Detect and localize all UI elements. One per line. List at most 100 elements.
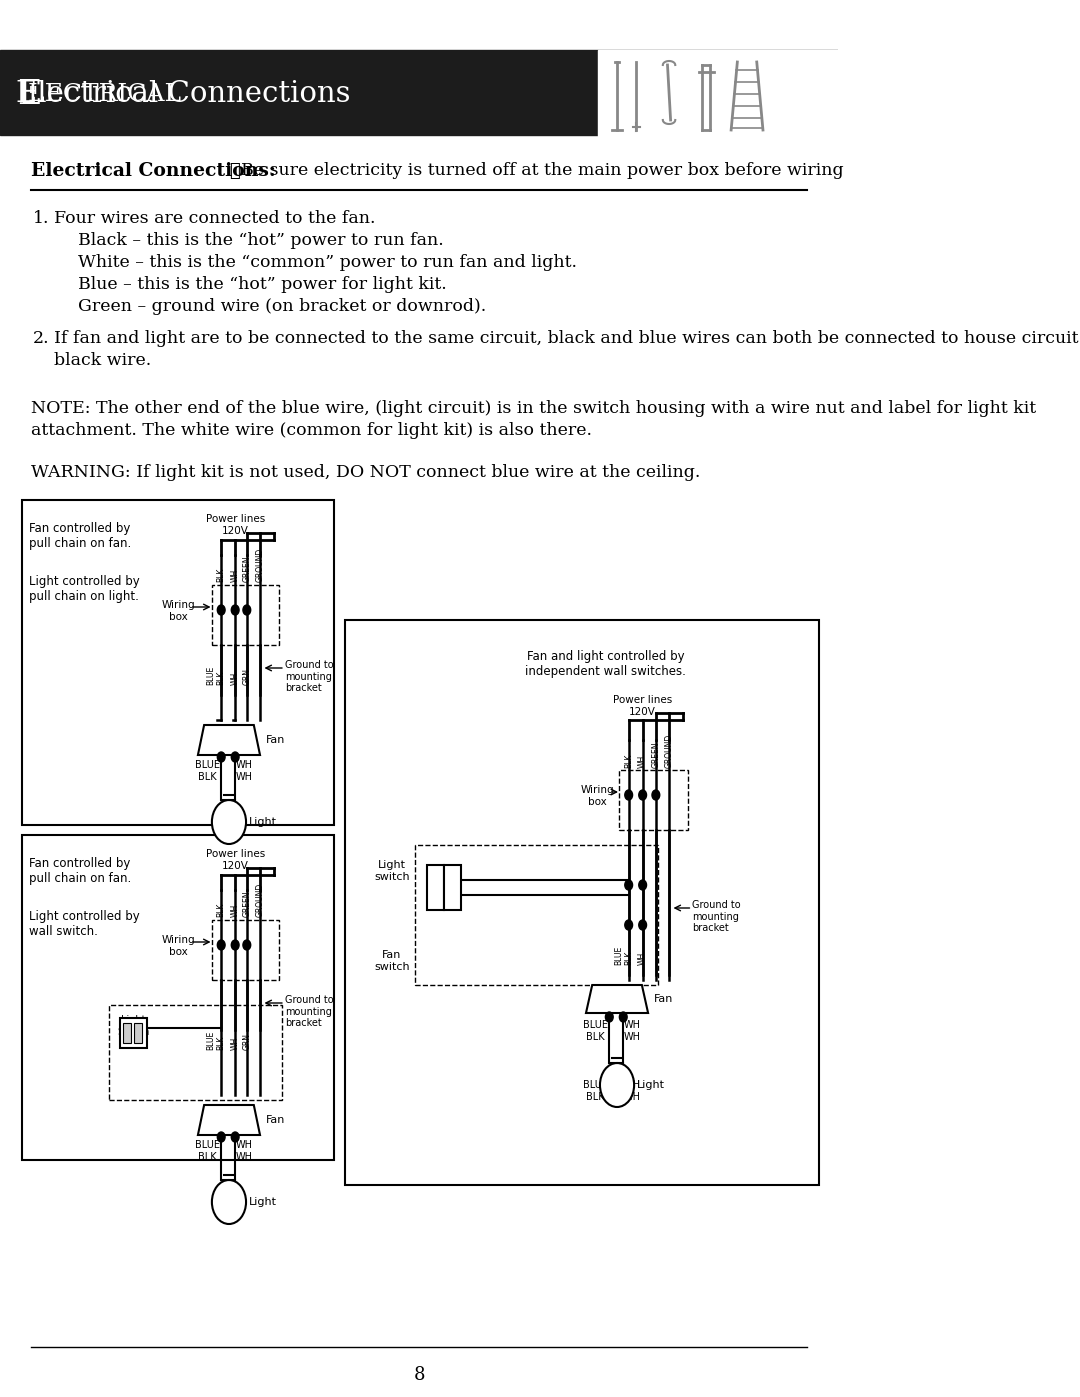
Text: Fan: Fan xyxy=(267,735,285,745)
Bar xyxy=(212,921,280,981)
Bar xyxy=(212,585,280,645)
Circle shape xyxy=(217,940,225,950)
Bar xyxy=(427,865,444,909)
Circle shape xyxy=(243,605,251,615)
Text: Light
Switch: Light Switch xyxy=(118,1016,150,1037)
Circle shape xyxy=(231,605,239,615)
Bar xyxy=(123,1023,131,1044)
Bar xyxy=(415,845,658,985)
Text: Be sure electricity is turned off at the main power box before wiring: Be sure electricity is turned off at the… xyxy=(242,162,843,179)
Text: 2.: 2. xyxy=(32,330,50,346)
Text: BLK: BLK xyxy=(624,753,633,768)
Circle shape xyxy=(231,1132,239,1141)
Text: Power lines
120V: Power lines 120V xyxy=(613,694,672,717)
Circle shape xyxy=(212,1180,246,1224)
Text: NOTE: The other end of the blue wire, (light circuit) is in the switch housing w: NOTE: The other end of the blue wire, (l… xyxy=(31,400,1036,416)
Text: Light: Light xyxy=(249,1197,278,1207)
Text: GRN: GRN xyxy=(242,1032,252,1051)
Text: WH
WH: WH WH xyxy=(624,1020,642,1042)
Text: black wire.: black wire. xyxy=(54,352,151,369)
Text: WH: WH xyxy=(231,904,240,916)
Text: Ground to
mounting
bracket: Ground to mounting bracket xyxy=(285,995,334,1028)
Bar xyxy=(597,50,838,145)
Text: BLUE: BLUE xyxy=(206,1031,216,1051)
Polygon shape xyxy=(198,725,260,754)
Text: BLK: BLK xyxy=(624,950,633,965)
Text: Wiring
box: Wiring box xyxy=(162,935,195,957)
Text: ★: ★ xyxy=(229,162,240,180)
Circle shape xyxy=(243,940,251,950)
Text: BLUE: BLUE xyxy=(615,946,623,965)
Text: GROUND: GROUND xyxy=(256,548,265,583)
Circle shape xyxy=(638,880,647,890)
Circle shape xyxy=(217,605,225,615)
Text: Fan
switch: Fan switch xyxy=(374,950,409,971)
Text: Fan controlled by
pull chain on fan.: Fan controlled by pull chain on fan. xyxy=(29,856,132,886)
Text: White – this is the “common” power to run fan and light.: White – this is the “common” power to ru… xyxy=(78,254,577,271)
Text: BLK: BLK xyxy=(217,567,226,583)
Text: Wiring
box: Wiring box xyxy=(581,785,615,806)
Bar xyxy=(120,1018,148,1048)
Circle shape xyxy=(638,789,647,800)
Text: Four wires are connected to the fan.: Four wires are connected to the fan. xyxy=(54,210,376,226)
Text: BLUE
BLK: BLUE BLK xyxy=(194,760,219,781)
Text: Ground to
mounting
bracket: Ground to mounting bracket xyxy=(692,900,741,933)
Circle shape xyxy=(606,1011,613,1023)
Text: GRN: GRN xyxy=(242,668,252,685)
Text: Power lines
120V: Power lines 120V xyxy=(205,514,265,535)
Text: WH
WH: WH WH xyxy=(624,1080,642,1102)
Bar xyxy=(109,1004,282,1099)
Text: LECTRICAL: LECTRICAL xyxy=(28,82,189,106)
Polygon shape xyxy=(198,1105,260,1134)
Bar xyxy=(346,620,819,1185)
Circle shape xyxy=(625,880,633,890)
Circle shape xyxy=(231,940,239,950)
Text: GREEN: GREEN xyxy=(651,742,660,768)
Text: WH: WH xyxy=(638,951,647,965)
Text: Fan: Fan xyxy=(267,1115,285,1125)
Circle shape xyxy=(652,789,660,800)
Circle shape xyxy=(619,1011,627,1023)
Text: Light: Light xyxy=(637,1080,665,1090)
Text: Ground to
mounting
bracket: Ground to mounting bracket xyxy=(285,659,334,693)
Text: GROUND: GROUND xyxy=(256,883,265,916)
Text: WH: WH xyxy=(231,1037,240,1051)
Text: Fan: Fan xyxy=(654,995,674,1004)
Text: GREEN: GREEN xyxy=(242,556,252,583)
Circle shape xyxy=(231,752,239,761)
Bar xyxy=(444,865,461,909)
Text: Wiring
box: Wiring box xyxy=(162,599,195,622)
Text: attachment. The white wire (common for light kit) is also there.: attachment. The white wire (common for l… xyxy=(31,422,592,439)
Text: BLK: BLK xyxy=(217,1035,226,1051)
Circle shape xyxy=(638,921,647,930)
Text: WH: WH xyxy=(638,754,647,768)
Text: WH: WH xyxy=(231,569,240,583)
Text: Power lines
120V: Power lines 120V xyxy=(205,849,265,870)
Text: Fan and light controlled by
independent wall switches.: Fan and light controlled by independent … xyxy=(525,650,686,678)
Circle shape xyxy=(217,752,225,761)
Text: Electrical Connections:: Electrical Connections: xyxy=(31,162,275,180)
Text: Fan controlled by
pull chain on fan.: Fan controlled by pull chain on fan. xyxy=(29,522,132,550)
Circle shape xyxy=(217,1132,225,1141)
Text: 8: 8 xyxy=(414,1366,424,1384)
Text: BLUE
BLK: BLUE BLK xyxy=(583,1080,608,1102)
Text: Light: Light xyxy=(249,817,278,827)
Text: BLUE
BLK: BLUE BLK xyxy=(194,1140,219,1161)
Circle shape xyxy=(212,800,246,844)
Text: WARNING: If light kit is not used, DO NOT connect blue wire at the ceiling.: WARNING: If light kit is not used, DO NO… xyxy=(31,464,701,481)
Text: BLUE
BLK: BLUE BLK xyxy=(583,1020,608,1042)
Text: Light controlled by
wall switch.: Light controlled by wall switch. xyxy=(29,909,140,937)
Bar xyxy=(22,500,334,826)
Text: Blue – this is the “hot” power for light kit.: Blue – this is the “hot” power for light… xyxy=(78,277,446,293)
Text: WH
WH: WH WH xyxy=(237,760,253,781)
Text: Light controlled by
pull chain on light.: Light controlled by pull chain on light. xyxy=(29,576,140,604)
Circle shape xyxy=(625,789,633,800)
Bar xyxy=(0,50,838,136)
Circle shape xyxy=(625,921,633,930)
Bar xyxy=(619,770,688,830)
Text: E: E xyxy=(17,78,41,110)
Text: BLK: BLK xyxy=(217,671,226,685)
Text: GREEN: GREEN xyxy=(242,890,252,916)
Bar xyxy=(22,835,334,1160)
Text: 1.: 1. xyxy=(32,210,49,226)
